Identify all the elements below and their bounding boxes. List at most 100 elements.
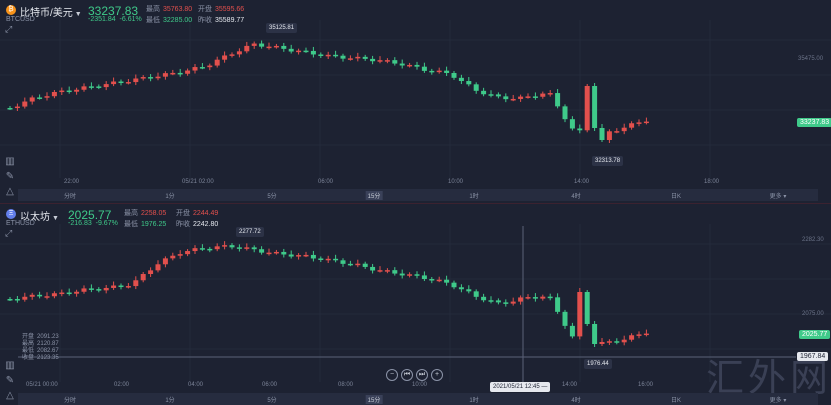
timeframe-tab[interactable]: 15分	[365, 191, 383, 200]
candle-body	[140, 273, 146, 281]
candle-body	[51, 91, 57, 97]
btc-high-label: 35125.81	[266, 23, 298, 33]
candle-body	[111, 285, 117, 288]
candle-body	[414, 64, 420, 67]
eth-title[interactable]: 以太坊 ▼	[20, 212, 59, 223]
candle-body	[562, 106, 568, 120]
expand-icon[interactable]: ⤢	[5, 228, 13, 238]
candle-body	[14, 299, 20, 301]
candle-body	[207, 65, 213, 68]
candle-body	[525, 297, 531, 299]
candle-body	[584, 292, 590, 324]
timeframe-tab[interactable]: 日K	[670, 398, 682, 404]
eth-low-label: 1976.44	[584, 359, 612, 369]
timeframe-tab[interactable]: 4时	[571, 398, 581, 404]
candle-body	[296, 50, 302, 53]
watermark: 汇外网	[706, 356, 831, 400]
candle-body	[451, 72, 457, 78]
candle-body	[636, 122, 642, 124]
candle-body	[503, 302, 509, 304]
candle-body	[399, 273, 405, 276]
expand-icon[interactable]: ⤢	[5, 24, 13, 34]
candle-body	[451, 282, 457, 288]
time-tick-label: 14:00	[562, 382, 578, 388]
candle-body	[303, 254, 309, 257]
candle-body	[66, 90, 72, 93]
forward-icon[interactable]: ⏭	[416, 369, 428, 381]
candle-body	[185, 251, 191, 255]
candle-body	[466, 289, 472, 292]
timeframe-tab[interactable]: 5分	[267, 194, 277, 200]
candle-body	[214, 246, 220, 250]
candle-body	[288, 48, 294, 52]
candle-body	[148, 77, 154, 79]
timeframe-tab[interactable]: 更多 ▾	[769, 398, 787, 404]
candle-body	[273, 45, 279, 48]
candle-body	[629, 335, 635, 340]
cursor-time-badge: 2021/05/21 12:45 —	[490, 382, 551, 392]
candle-body	[466, 81, 472, 85]
candle-body	[222, 245, 228, 247]
candle-body	[29, 97, 35, 102]
candle-body	[103, 84, 109, 88]
candle-body	[643, 333, 649, 336]
candle-body	[251, 43, 257, 46]
eth-candlestick-chart[interactable]	[0, 204, 831, 404]
indicator-icon[interactable]: ▥	[5, 360, 15, 371]
candle-body	[74, 291, 80, 294]
timeframe-tab[interactable]: 5分	[267, 398, 277, 404]
candle-body	[473, 291, 479, 297]
timeframe-tab[interactable]: 1分	[165, 398, 175, 404]
time-tick-label: 04:00	[188, 382, 204, 388]
stat-item: 最低 32285.00	[146, 17, 193, 24]
eth-change: -216.83 -9.67%	[68, 220, 118, 227]
eth-high-label: 2277.72	[236, 227, 264, 237]
stat-item: 最高 2258.05	[124, 210, 167, 217]
timeframe-tab[interactable]: 日K	[670, 194, 682, 200]
timeframe-tab[interactable]: 1分	[165, 194, 175, 200]
chevron-down-icon[interactable]: ▼	[52, 215, 59, 222]
candle-body	[125, 286, 131, 288]
candle-body	[518, 96, 524, 99]
zoom-out-icon[interactable]: −	[386, 369, 398, 381]
timeframe-tab[interactable]: 分时	[63, 194, 77, 200]
candle-body	[444, 279, 450, 283]
candle-body	[59, 90, 65, 93]
eth-axis-top: 2282.30	[802, 237, 824, 243]
chevron-down-icon[interactable]: ▼	[74, 11, 82, 18]
candle-body	[384, 270, 390, 272]
candle-body	[229, 54, 235, 56]
candle-body	[407, 274, 413, 276]
shape-icon[interactable]: △	[6, 390, 14, 401]
timeframe-tab[interactable]: 更多 ▾	[769, 194, 787, 200]
rewind-icon[interactable]: ⏮	[401, 369, 413, 381]
btc-candlestick-chart[interactable]	[0, 0, 831, 200]
candle-body	[606, 131, 612, 140]
draw-icon[interactable]: ✎	[5, 171, 15, 182]
candle-body	[244, 45, 250, 52]
candle-body	[547, 93, 553, 95]
timeframe-tab[interactable]: 1时	[469, 194, 479, 200]
candle-body	[481, 90, 487, 95]
candle-body	[22, 296, 28, 300]
timeframe-tab[interactable]: 1时	[469, 398, 479, 404]
eth-timeframe-bar: 分时 1分 5分 15分 1时 4时 日K 更多 ▾	[18, 393, 818, 405]
shape-icon[interactable]: △	[6, 186, 14, 197]
time-tick-label: 14:00	[574, 179, 590, 185]
btc-title[interactable]: 比特币/美元 ▼	[20, 8, 82, 19]
candle-body	[37, 294, 43, 297]
candle-body	[88, 86, 94, 88]
timeframe-tab[interactable]: 分时	[63, 398, 77, 404]
timeframe-tab[interactable]: 15分	[365, 395, 383, 404]
timeframe-tab[interactable]: 4时	[571, 194, 581, 200]
indicator-icon[interactable]: ▥	[5, 156, 15, 167]
candle-body	[643, 121, 649, 124]
candle-body	[236, 51, 242, 55]
candle-body	[392, 60, 398, 64]
candle-body	[259, 249, 265, 253]
draw-icon[interactable]: ✎	[5, 375, 15, 386]
zoom-in-icon[interactable]: +	[431, 369, 443, 381]
candle-body	[333, 54, 339, 57]
eth-cursor-price-badge: 1967.84	[797, 352, 829, 361]
candle-body	[259, 43, 265, 47]
